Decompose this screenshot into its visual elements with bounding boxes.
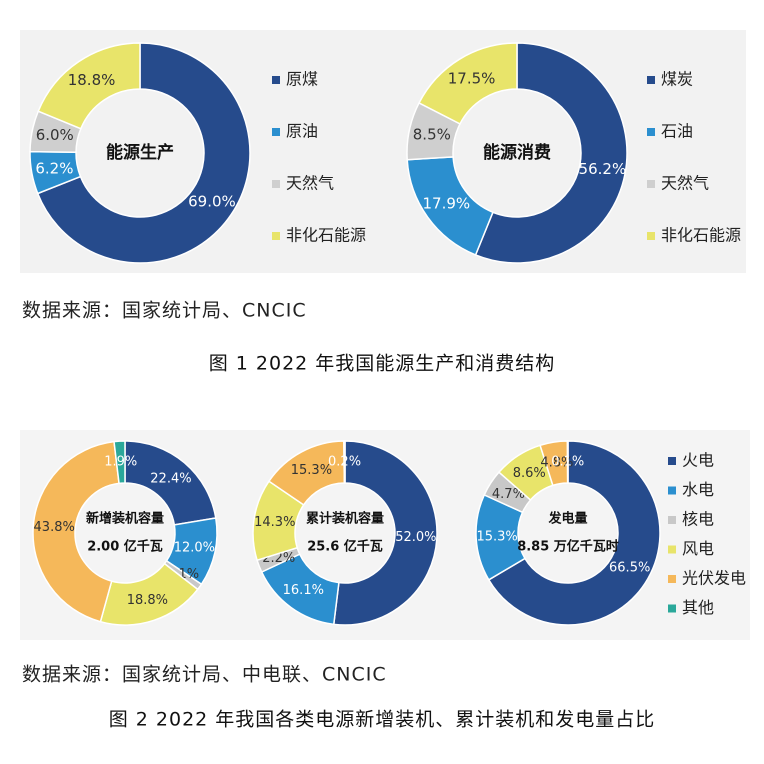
data-label: 18.8%: [127, 593, 168, 608]
legend-label: 煤炭: [661, 70, 693, 89]
donut-slice: [124, 440, 217, 526]
legend-label: 石油: [661, 122, 693, 141]
legend-swatch: [668, 604, 676, 613]
donut-slice: [32, 440, 120, 623]
legend-label: 非化石能源: [286, 226, 366, 245]
legend-swatch: [272, 128, 280, 136]
data-label: 22.4%: [150, 471, 191, 486]
donut-slice: [343, 440, 346, 484]
data-label: 0.2%: [328, 455, 361, 470]
legend-label: 光伏发电: [682, 569, 746, 588]
donut-slice: [418, 42, 518, 125]
legend-swatch: [647, 128, 655, 136]
legend-label: 非化石能源: [661, 226, 741, 245]
data-label: 56.2%: [579, 160, 627, 178]
legend-label: 火电: [682, 451, 714, 470]
data-label: 69.0%: [188, 192, 236, 210]
data-label: 8.6%: [513, 466, 546, 481]
legend-label: 天然气: [661, 174, 709, 193]
center-title: 累计装机容量: [306, 511, 384, 527]
data-label: 18.8%: [68, 71, 116, 89]
data-label: 6.0%: [36, 126, 74, 144]
data-label: 6.2%: [35, 159, 73, 177]
donut-slice: [474, 42, 628, 264]
legend-swatch: [668, 516, 676, 524]
legend-label: 风电: [682, 539, 714, 558]
donut-slice: [332, 440, 438, 626]
data-label: 12.0%: [174, 541, 215, 556]
legend-label: 天然气: [286, 174, 334, 193]
legend-swatch: [668, 545, 676, 554]
center-subtitle: 8.85 万亿千瓦时: [517, 539, 619, 555]
donut-slice: [566, 440, 569, 484]
data-label: 17.5%: [448, 69, 496, 87]
legend-swatch: [668, 486, 676, 495]
legend-swatch: [647, 232, 655, 240]
center-subtitle: 25.6 亿千瓦: [307, 539, 383, 555]
legend-swatch: [272, 76, 280, 84]
data-label: 15.3%: [291, 463, 332, 478]
data-label: 17.9%: [423, 194, 471, 212]
legend-label: 原油: [286, 122, 318, 141]
center-title: 能源消费: [483, 142, 551, 163]
figure-caption: 图 2 2022 年我国各类电源新增装机、累计装机和发电量占比: [109, 709, 656, 731]
center-title: 发电量: [547, 511, 587, 527]
legend-label: 原煤: [286, 70, 318, 89]
figure-caption: 图 1 2022 年我国能源生产和消费结构: [209, 353, 556, 375]
source-note: 数据来源：国家统计局、中电联、CNCIC: [22, 664, 387, 686]
donut-slice: [113, 440, 126, 485]
center-title: 新增装机容量: [86, 511, 164, 527]
donut-slice: [37, 42, 141, 130]
center-title: 能源生产: [106, 142, 174, 163]
legend-label: 其他: [682, 598, 714, 617]
legend-swatch: [272, 232, 280, 240]
source-note: 数据来源：国家统计局、CNCIC: [22, 300, 307, 322]
legend-swatch: [668, 575, 676, 583]
data-label: 14.3%: [254, 515, 295, 530]
legend-label: 核电: [682, 510, 714, 529]
data-label: 0.1%: [551, 455, 584, 470]
data-label: 16.1%: [283, 583, 324, 598]
legend-swatch: [272, 180, 280, 188]
data-label: 43.8%: [34, 520, 75, 535]
donut-slice: [36, 42, 251, 264]
data-label: 8.5%: [413, 126, 451, 144]
legend-swatch: [647, 76, 655, 84]
data-label: 1.9%: [104, 455, 137, 470]
legend-label: 水电: [682, 480, 714, 499]
donut-slice: [487, 440, 661, 626]
data-label: 4.8%: [540, 455, 573, 470]
data-label: 15.3%: [476, 529, 517, 544]
center-subtitle: 2.00 亿千瓦: [87, 539, 163, 555]
data-label: 52.0%: [395, 530, 436, 545]
data-label: 4.7%: [492, 487, 525, 502]
data-label: 66.5%: [609, 561, 650, 576]
legend-swatch: [647, 180, 655, 188]
legend-swatch: [668, 457, 676, 465]
